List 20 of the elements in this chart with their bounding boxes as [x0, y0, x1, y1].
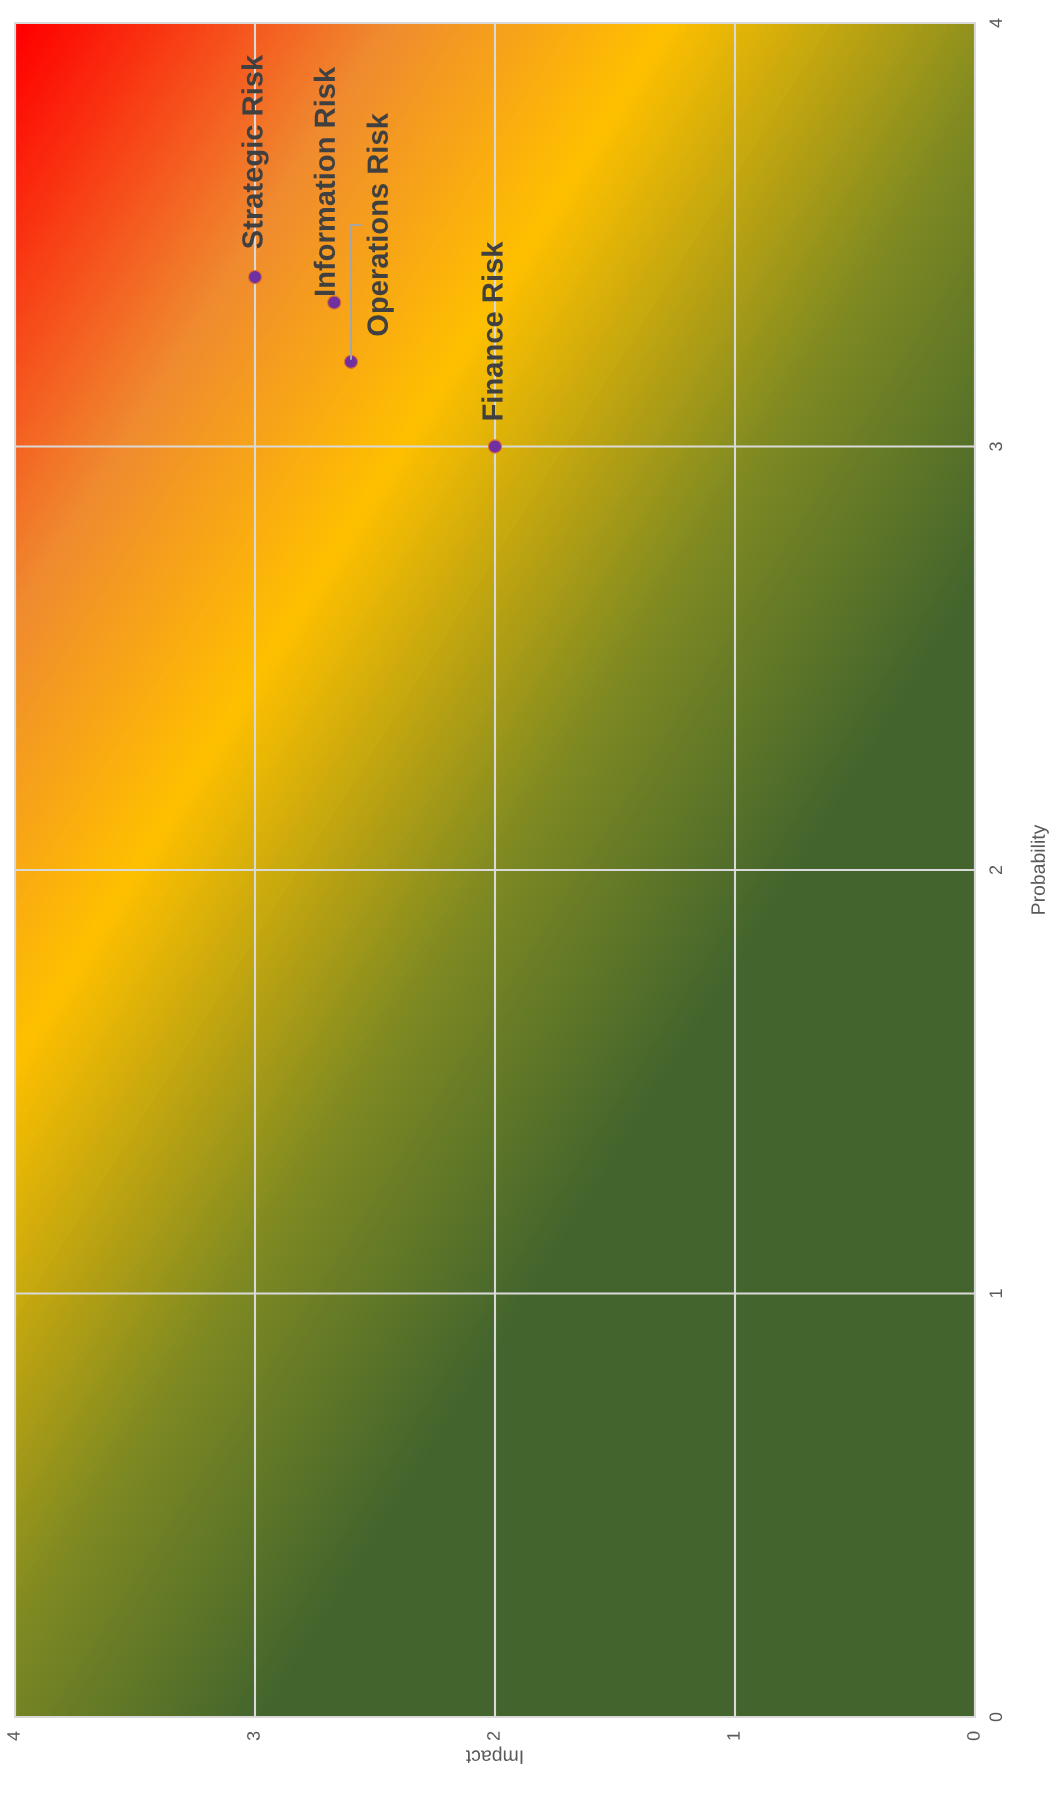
y-tick-label: 1 — [989, 1289, 1002, 1298]
x-tick-label: 0 — [967, 1731, 980, 1741]
x-tick-label: 4 — [7, 1731, 20, 1741]
y-axis-title: Probability — [1030, 824, 1049, 914]
point — [327, 295, 342, 310]
x-tick-label: 2 — [487, 1731, 500, 1741]
x-tick-label: 1 — [727, 1731, 740, 1740]
y-tick-label: 2 — [989, 865, 1002, 875]
x-tick-label: 3 — [247, 1731, 260, 1741]
y-tick-label: 3 — [989, 442, 1003, 451]
data-label: Operations Risk — [366, 113, 394, 336]
y-tick-label: 4 — [989, 18, 1002, 28]
x-axis-title: Impact — [465, 1746, 523, 1764]
data-label: Strategic Risk — [241, 54, 269, 249]
data-label: Information Risk — [313, 66, 336, 295]
point — [487, 439, 503, 454]
point — [343, 354, 359, 369]
data-label: Finance Risk — [481, 241, 503, 420]
y-tick-label: 0 — [989, 1712, 1003, 1722]
point — [247, 269, 263, 285]
